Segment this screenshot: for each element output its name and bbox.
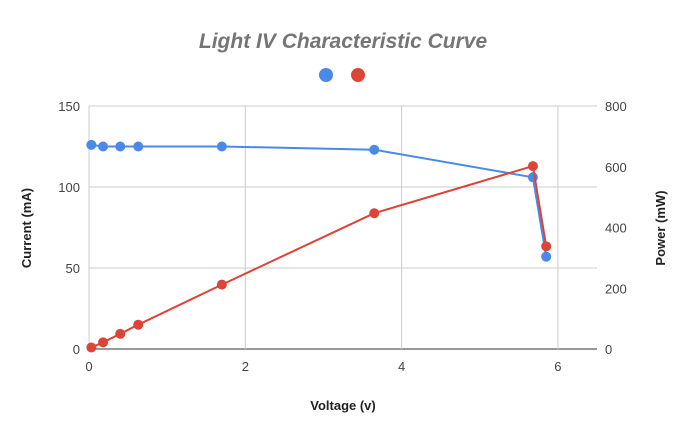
y-right-tick-label: 0: [605, 342, 612, 357]
data-point: [216, 141, 227, 152]
data-point: [86, 342, 97, 353]
data-point: [86, 139, 97, 150]
y-left-tick-label: 50: [66, 261, 80, 276]
data-point: [369, 144, 380, 155]
y-right-tick-label: 800: [605, 99, 627, 114]
series-layer: [86, 139, 552, 353]
x-tick-label: 2: [242, 359, 249, 374]
data-point: [133, 141, 144, 152]
y-right-tick-label: 200: [605, 281, 627, 296]
y-right-tick-label: 600: [605, 160, 627, 175]
tick-labels: 0 50 100 150 0 2 4 6 0 200 400 600 800: [58, 99, 626, 374]
y-left-tick-label: 100: [58, 180, 80, 195]
y-right-axis-title: Power (mW): [653, 190, 668, 265]
data-point: [369, 208, 380, 219]
data-point: [98, 337, 109, 348]
x-tick-label: 0: [85, 359, 92, 374]
data-point: [133, 319, 144, 330]
data-point: [216, 279, 227, 290]
y-right-tick-label: 400: [605, 221, 627, 236]
data-point: [527, 161, 538, 172]
x-axis-title: Voltage (v): [310, 398, 376, 413]
data-point: [541, 251, 552, 262]
legend-marker-1: [319, 68, 333, 82]
x-tick-label: 4: [398, 359, 405, 374]
x-tick-label: 6: [554, 359, 561, 374]
chart-title: Light IV Characteristic Curve: [199, 30, 488, 53]
y-left-tick-label: 0: [73, 342, 80, 357]
series-line-2: [90, 165, 548, 349]
data-point: [541, 241, 552, 252]
legend: [319, 68, 365, 82]
data-point: [115, 328, 126, 339]
y-left-tick-label: 150: [58, 99, 80, 114]
data-point: [527, 172, 538, 183]
data-point: [98, 141, 109, 152]
legend-marker-2: [351, 68, 365, 82]
data-point: [115, 141, 126, 152]
y-left-axis-title: Current (mA): [19, 188, 34, 268]
